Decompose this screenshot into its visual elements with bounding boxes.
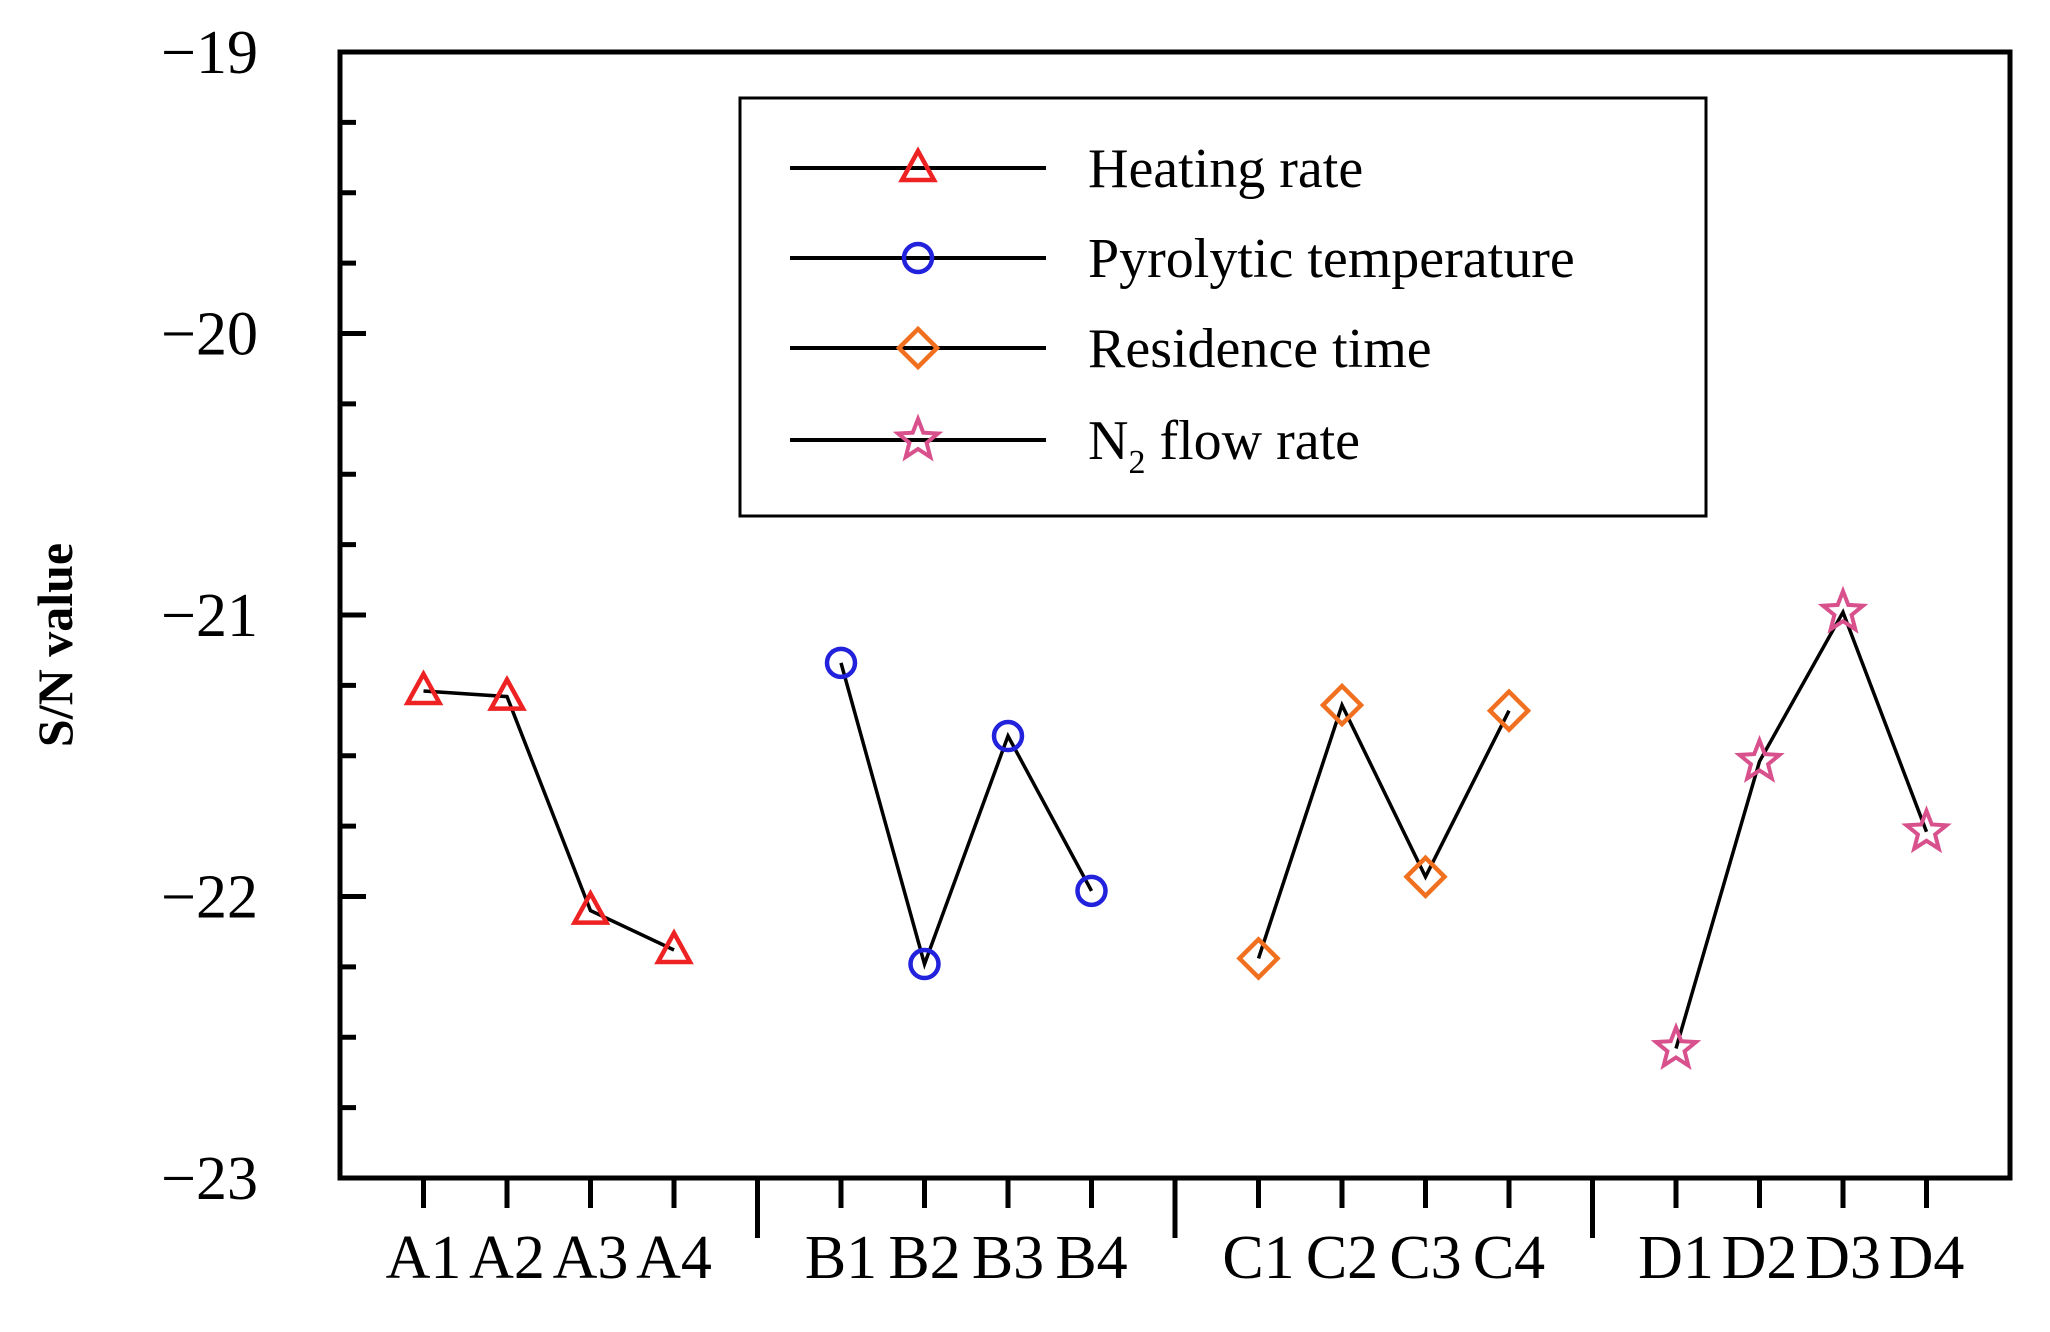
x-tick-label: D3 xyxy=(1805,1224,1881,1292)
series-line xyxy=(839,662,1094,970)
x-tick-label: C1 xyxy=(1222,1224,1294,1292)
data-point-triangle xyxy=(403,669,444,706)
data-point-triangle xyxy=(487,674,527,711)
y-axis-label: S/N value xyxy=(27,543,83,747)
x-tick-label: D1 xyxy=(1638,1224,1714,1292)
series-line xyxy=(1256,700,1511,959)
x-tick-label: B2 xyxy=(888,1224,960,1292)
x-tick-label: B4 xyxy=(1055,1224,1127,1292)
x-tick-label: A2 xyxy=(469,1224,545,1292)
y-tick-label: −23 xyxy=(161,1145,258,1213)
x-tick-label: C4 xyxy=(1473,1224,1545,1292)
legend: Heating rate Pyrolytic temperature Residen… xyxy=(738,96,1708,518)
series-star xyxy=(1650,585,1952,1070)
legend-label: Heating rate xyxy=(1088,138,1363,200)
legend-label: Pyrolytic temperature xyxy=(1088,228,1575,290)
x-tick-label: D2 xyxy=(1722,1224,1798,1292)
x-tick-label: D4 xyxy=(1889,1224,1965,1292)
data-point-star xyxy=(1817,585,1869,634)
legend-label: Residence time xyxy=(1088,318,1432,380)
data-point-triangle xyxy=(654,928,694,965)
legend-marker-diamond xyxy=(895,325,941,371)
data-point-star xyxy=(1901,805,1952,854)
data-point-circle xyxy=(824,646,858,680)
legend-marker-triangle xyxy=(898,146,938,183)
legend-marker-circle xyxy=(901,241,935,275)
data-point-triangle xyxy=(570,888,611,925)
series-line xyxy=(1674,608,1929,1049)
legend-marker-star xyxy=(892,413,944,462)
x-tick-label: A1 xyxy=(386,1224,462,1292)
series-diamond xyxy=(1236,682,1532,981)
data-point-diamond xyxy=(1319,682,1365,728)
data-point-circle xyxy=(991,719,1025,753)
x-tick-label: A3 xyxy=(553,1224,629,1292)
legend-label-n2-flow-rate: N2 flow rate xyxy=(1088,410,1360,481)
data-point-circle xyxy=(908,947,941,981)
data-point-diamond xyxy=(1236,936,1281,981)
y-tick-label: −21 xyxy=(161,582,258,650)
data-point-diamond xyxy=(1403,854,1448,899)
x-axis: A1 A2 A3 A4 B1 B2 B3 B4 C1 C2 C3 C4 D1 D2 D3 D4 xyxy=(386,1178,1965,1292)
data-point-diamond xyxy=(1486,688,1532,733)
series-line xyxy=(423,689,675,952)
y-tick-label: −20 xyxy=(161,301,258,369)
x-tick-label: C2 xyxy=(1306,1224,1378,1292)
series-group xyxy=(403,585,1952,1070)
x-tick-label: A4 xyxy=(636,1224,712,1292)
data-point-circle xyxy=(1075,874,1108,908)
x-tick-label: B1 xyxy=(805,1224,877,1292)
x-tick-label: C3 xyxy=(1389,1224,1461,1292)
series-circle xyxy=(824,646,1108,981)
data-point-star xyxy=(1650,1021,1702,1070)
y-axis: −19 −20 −21 −22 −23 xyxy=(161,19,366,1213)
data-point-star xyxy=(1734,734,1785,783)
y-tick-label: −22 xyxy=(161,864,258,932)
x-tick-label: B3 xyxy=(972,1224,1044,1292)
y-tick-label: −19 xyxy=(161,19,258,87)
series-triangle xyxy=(403,669,694,965)
